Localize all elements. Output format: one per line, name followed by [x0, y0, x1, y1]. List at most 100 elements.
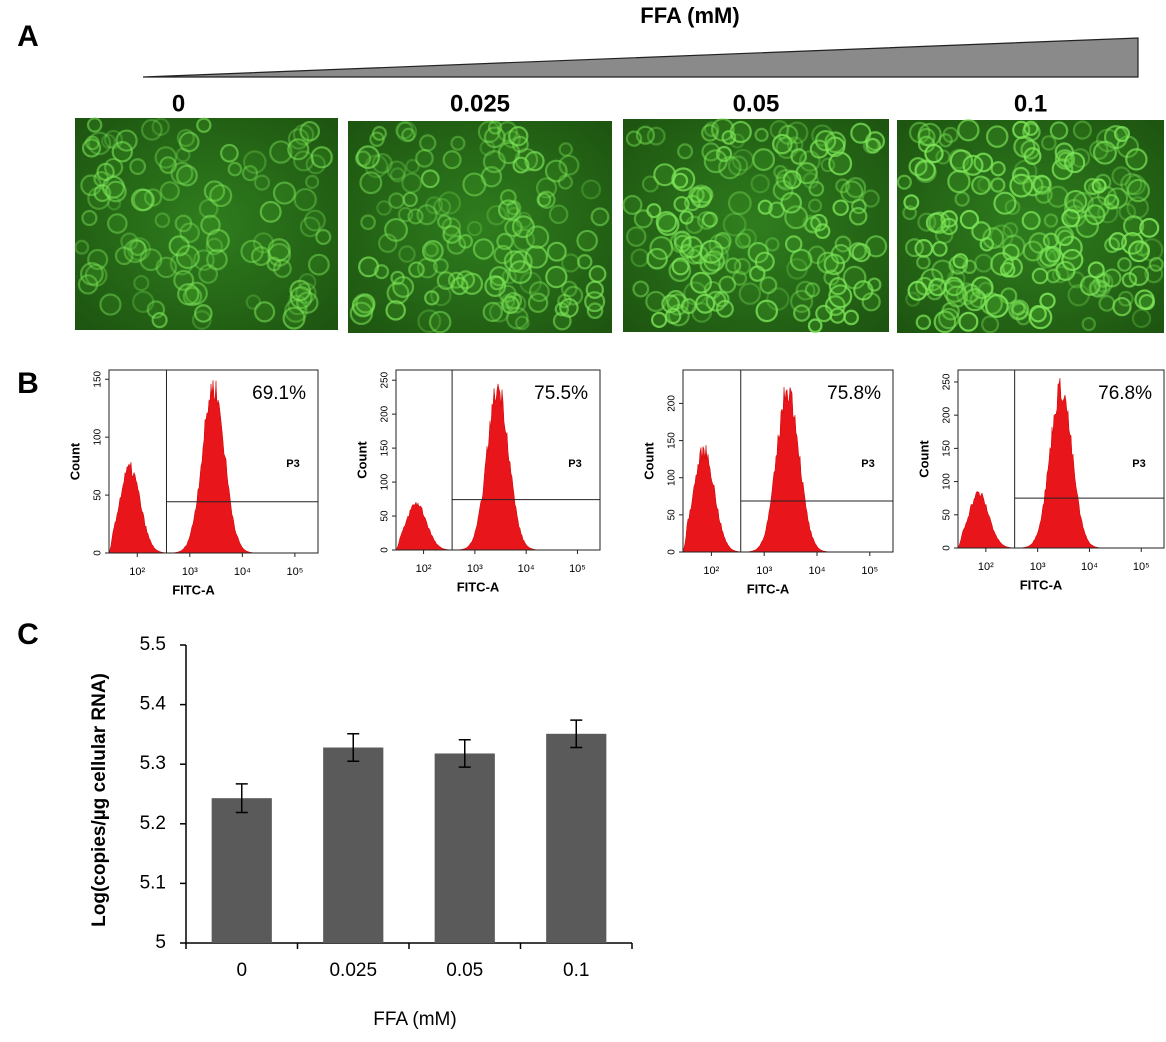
cell [528, 281, 550, 303]
cell [978, 281, 994, 298]
cell [130, 188, 154, 212]
x-axis-label: FITC-A [457, 579, 500, 594]
panel-label: B [17, 367, 39, 400]
cell [401, 127, 416, 143]
cell [1011, 301, 1026, 316]
cell [1064, 151, 1086, 174]
cell [731, 148, 755, 172]
cell [299, 120, 321, 142]
cell [501, 295, 520, 315]
cell [1148, 256, 1164, 272]
cell [1029, 305, 1047, 323]
cell [420, 169, 440, 189]
bar [211, 798, 272, 943]
x-axis-label: FFA (mM) [373, 1009, 456, 1030]
cell [384, 218, 408, 242]
y-axis-label: Count [641, 442, 656, 480]
x-tick-label: 10⁴ [234, 566, 251, 578]
cell [220, 143, 239, 163]
cell [738, 282, 762, 305]
cell [436, 214, 452, 230]
cell [355, 293, 376, 314]
micrograph-bg [348, 121, 612, 333]
cell [241, 165, 259, 182]
cell [1042, 232, 1059, 249]
cell [958, 311, 979, 332]
cell [86, 117, 103, 133]
cell [1032, 174, 1052, 194]
cell [111, 141, 133, 163]
micrograph-bg [75, 118, 338, 330]
cell [765, 237, 780, 252]
cell [417, 309, 442, 334]
cell [727, 155, 749, 176]
cell [107, 213, 128, 234]
cell [377, 233, 398, 254]
x-tick-label: 10³ [756, 565, 772, 577]
cell [436, 271, 456, 290]
cell [100, 133, 116, 149]
cell [942, 126, 959, 143]
cell [1131, 308, 1152, 329]
cell [1127, 240, 1150, 263]
cell [737, 228, 757, 248]
cell [807, 198, 823, 213]
cell [374, 264, 390, 280]
bar [323, 747, 384, 943]
cell [985, 294, 1009, 318]
cell [701, 211, 718, 228]
cell [484, 275, 507, 298]
cell [176, 164, 198, 187]
cell [1032, 175, 1053, 196]
cell [1118, 203, 1137, 221]
cell [1126, 178, 1151, 203]
cell [496, 232, 514, 251]
cell [1139, 217, 1160, 238]
cell [766, 287, 790, 311]
cell [139, 248, 163, 272]
cell [416, 204, 438, 226]
cell [1045, 268, 1061, 284]
gradient-triangle [142, 37, 1139, 78]
cell [303, 209, 326, 232]
cell [482, 301, 503, 323]
cell [1075, 214, 1099, 238]
cell [588, 265, 607, 283]
cell [1034, 185, 1053, 204]
cell [851, 243, 871, 263]
gate-label: P3 [286, 458, 299, 470]
cell [178, 131, 200, 153]
cell [829, 307, 846, 324]
cell [990, 252, 1014, 276]
cell [295, 282, 317, 304]
cell [1117, 257, 1132, 272]
cell [126, 237, 152, 262]
cell [649, 236, 674, 261]
cell [772, 133, 793, 155]
cell [87, 248, 109, 271]
concentration-label: 0.1 [1014, 90, 1047, 117]
cell [81, 138, 102, 158]
x-tick-label: 0.05 [446, 960, 483, 981]
cell [671, 257, 690, 276]
cell [498, 284, 517, 303]
cell [425, 196, 444, 215]
cell [364, 154, 389, 179]
cell [561, 253, 581, 273]
cell [479, 139, 496, 156]
cell [708, 233, 731, 256]
cell [1122, 215, 1145, 237]
y-tick-label: 5.4 [140, 694, 167, 715]
cell [287, 138, 310, 161]
cell [85, 135, 100, 151]
cell [835, 178, 851, 194]
cell [176, 128, 195, 148]
cell [397, 206, 414, 223]
cell [908, 157, 928, 177]
cell [466, 220, 483, 237]
cell [903, 194, 920, 211]
cell [170, 161, 194, 185]
cell [650, 311, 668, 328]
cell [194, 304, 213, 323]
cell [401, 172, 423, 194]
